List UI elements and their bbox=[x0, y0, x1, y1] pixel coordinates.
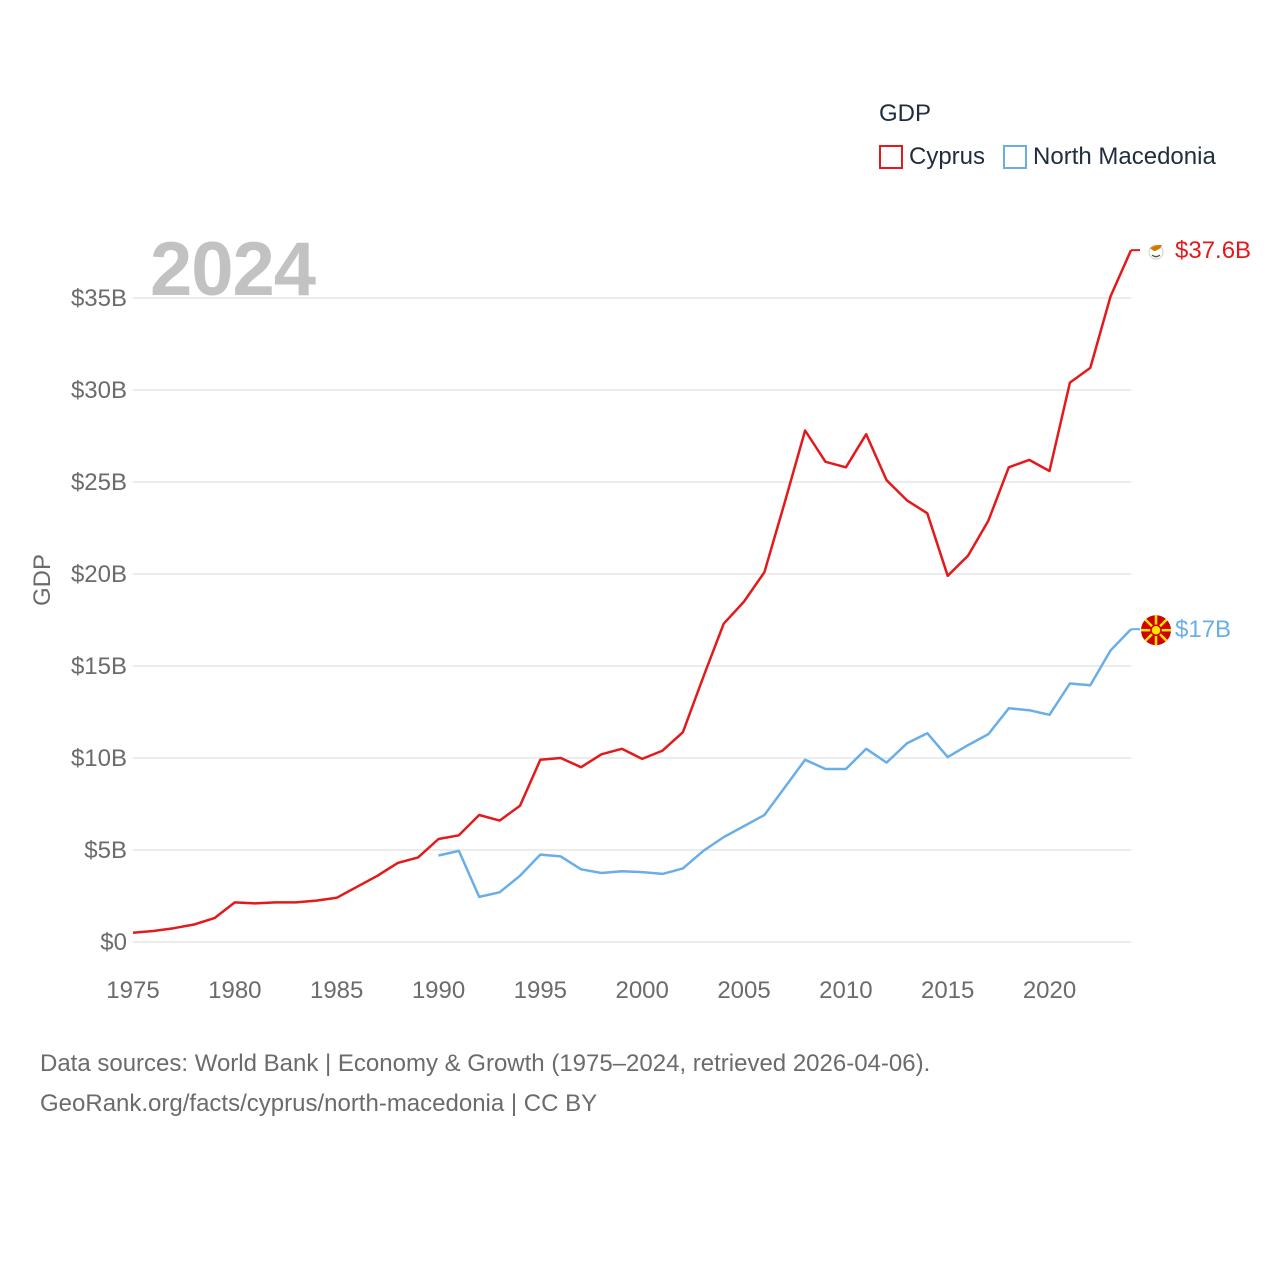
x-tick-label: 2020 bbox=[1023, 977, 1076, 1004]
y-tick-label: $0 bbox=[100, 929, 127, 956]
legend-swatch-north-macedonia bbox=[1003, 145, 1028, 169]
flag-north-macedonia-icon bbox=[1141, 615, 1171, 646]
year-label: 2024 bbox=[150, 227, 316, 312]
axis-tick-labels: $0 $5B $10B $15B $20B $25B $30B $35B 1975 1980 198… bbox=[71, 285, 1076, 1004]
legend-swatch-cyprus bbox=[879, 145, 903, 169]
source-note: Data sources: World Bank | Economy & Gro… bbox=[40, 1044, 930, 1124]
x-tick-label: 1975 bbox=[106, 977, 159, 1004]
y-tick-label: $10B bbox=[71, 745, 127, 772]
legend-title: GDP bbox=[879, 100, 932, 127]
end-markers: $37.6B $17B bbox=[1131, 237, 1251, 646]
x-tick-label: 2005 bbox=[717, 977, 770, 1004]
legend: Cyprus North Macedonia bbox=[879, 143, 1234, 171]
y-tick-label: $35B bbox=[71, 285, 127, 312]
x-tick-label: 2000 bbox=[615, 977, 668, 1004]
y-axis-label: GDP bbox=[29, 554, 56, 606]
x-tick-label: 2015 bbox=[921, 977, 974, 1004]
series-line-north-macedonia bbox=[438, 628, 1132, 899]
series-line-cyprus bbox=[132, 249, 1133, 935]
x-tick-label: 1990 bbox=[412, 977, 465, 1004]
y-tick-label: $25B bbox=[71, 469, 127, 496]
legend-label-cyprus: Cyprus bbox=[909, 143, 986, 170]
x-tick-label: 1980 bbox=[208, 977, 261, 1004]
x-tick-label: 1995 bbox=[514, 977, 567, 1004]
grid-lines bbox=[133, 297, 1131, 943]
x-tick-label: 1985 bbox=[310, 977, 363, 1004]
y-tick-label: $5B bbox=[84, 837, 127, 864]
y-tick-label: $15B bbox=[71, 653, 127, 680]
end-value-label-north-macedonia: $17B bbox=[1175, 616, 1231, 643]
legend-label-north-macedonia: North Macedonia bbox=[1033, 143, 1216, 170]
flag-cyprus-icon bbox=[1148, 244, 1164, 260]
y-tick-label: $30B bbox=[71, 377, 127, 404]
y-tick-label: $20B bbox=[71, 561, 127, 588]
legend-item-north-macedonia[interactable]: North Macedonia bbox=[1003, 143, 1216, 171]
end-value-label-cyprus: $37.6B bbox=[1175, 237, 1251, 264]
source-line-2[interactable]: GeoRank.org/facts/cyprus/north-macedonia… bbox=[40, 1090, 598, 1117]
x-tick-label: 2010 bbox=[819, 977, 872, 1004]
legend-item-cyprus[interactable]: Cyprus bbox=[879, 143, 985, 171]
source-line-1: Data sources: World Bank | Economy & Gro… bbox=[40, 1050, 931, 1077]
series-lines bbox=[132, 249, 1133, 935]
